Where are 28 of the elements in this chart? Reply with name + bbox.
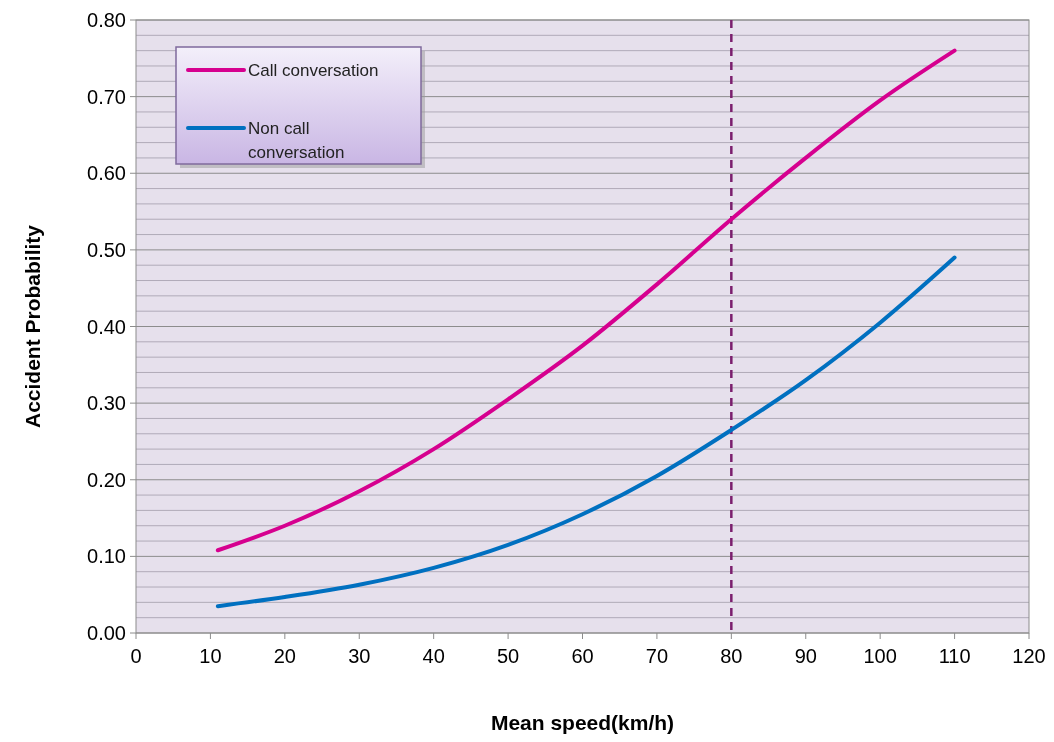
x-tick-label: 60 — [571, 645, 594, 667]
x-tick-label: 20 — [273, 645, 296, 667]
x-axis-title: Mean speed(km/h) — [490, 711, 675, 734]
y-tick-label: 0.10 — [87, 545, 126, 568]
y-axis-title: Accident Probability — [21, 224, 44, 429]
x-tick-label: 80 — [720, 645, 743, 667]
x-tick-label: 50 — [496, 645, 520, 667]
legend-label: Non call conversation — [248, 119, 345, 162]
y-tick-label: 0.60 — [87, 162, 126, 185]
x-tick-label: 10 — [199, 645, 222, 667]
y-tick-label: 0.70 — [87, 85, 126, 108]
y-tick-label: 0.30 — [87, 392, 126, 415]
x-tick-label: 100 — [863, 645, 897, 667]
y-tick-label: 0.00 — [87, 622, 126, 644]
y-tick-label: 0.80 — [87, 9, 126, 31]
line-series — [215, 255, 957, 609]
x-tick-label: 70 — [645, 645, 669, 667]
y-tick-label: 0.20 — [87, 468, 126, 491]
y-tick-label: 0.40 — [87, 315, 126, 338]
x-tick-label: 90 — [794, 645, 817, 667]
y-tick-label: 0.50 — [87, 238, 126, 261]
x-tick-label: 110 — [938, 645, 971, 667]
legend-label: Call conversation — [248, 61, 379, 80]
x-tick-label: 30 — [348, 645, 371, 667]
x-tick-label: 40 — [422, 645, 445, 667]
x-tick-label: 0 — [130, 645, 142, 667]
x-tick-label: 120 — [1012, 645, 1046, 667]
line-series — [215, 48, 957, 553]
